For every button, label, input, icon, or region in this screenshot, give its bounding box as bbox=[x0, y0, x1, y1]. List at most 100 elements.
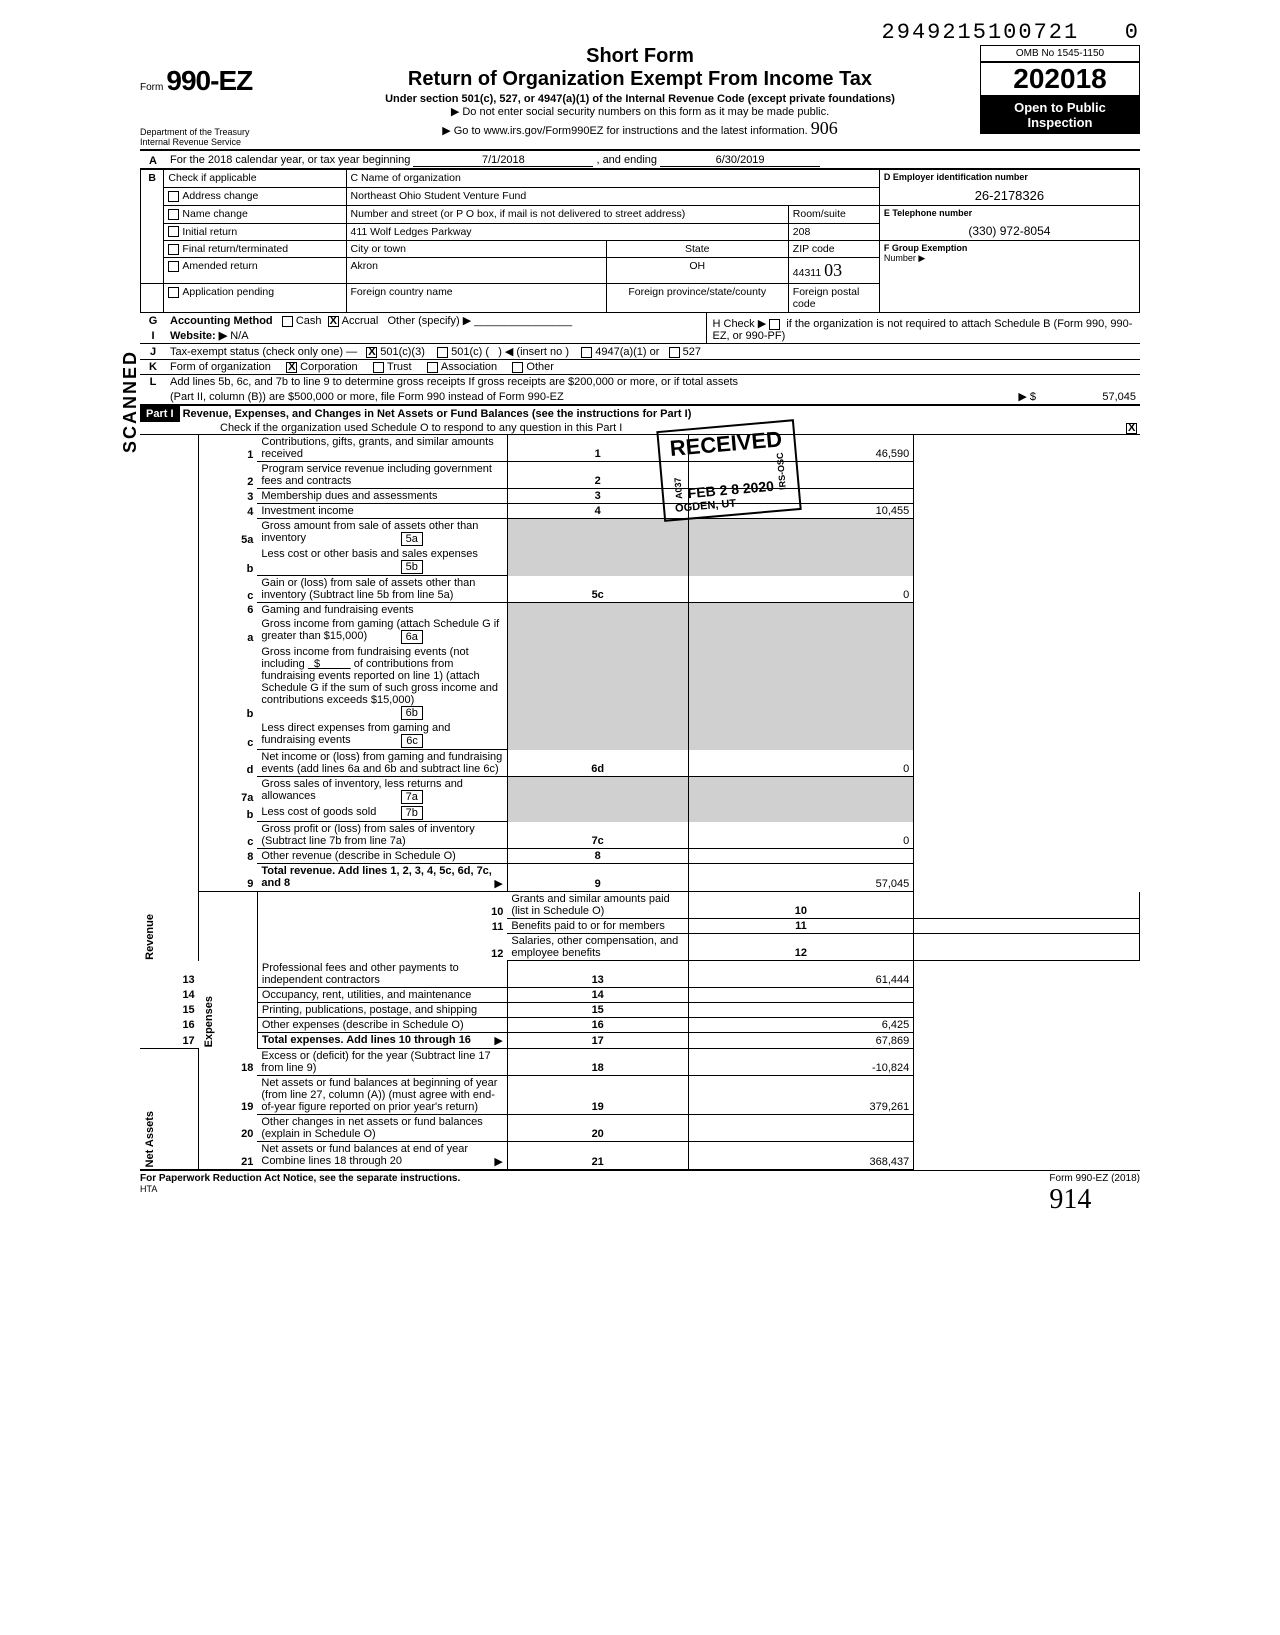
G-cash-cb[interactable] bbox=[282, 316, 293, 327]
K-other: Other bbox=[526, 361, 554, 373]
J-label: Tax-exempt status (check only one) — bbox=[170, 346, 357, 358]
line7b-box: 7b bbox=[401, 806, 423, 820]
C-name: Northeast Ohio Student Venture Fund bbox=[346, 188, 879, 206]
L-value: 57,045 bbox=[1040, 389, 1140, 405]
J-4947-cb[interactable] bbox=[581, 347, 592, 358]
B-item-5-label: Application pending bbox=[182, 286, 274, 298]
C-room: 208 bbox=[788, 223, 879, 241]
E-label: E Telephone number bbox=[884, 208, 1135, 218]
label-B: B bbox=[141, 169, 164, 284]
line-L: L Add lines 5b, 6c, and 7b to line 9 to … bbox=[140, 375, 1140, 406]
hand-906: 906 bbox=[811, 118, 838, 138]
line17-amt: 67,869 bbox=[688, 1032, 914, 1048]
partI-title: Revenue, Expenses, and Changes in Net As… bbox=[183, 408, 692, 420]
B-item-5[interactable]: Application pending bbox=[164, 284, 346, 313]
line16-text: Other expenses (describe in Schedule O) bbox=[257, 1017, 507, 1032]
line3-amt bbox=[688, 489, 914, 504]
line2-text: Program service revenue including govern… bbox=[257, 462, 507, 489]
C-street-label: Number and street (or P O box, if mail i… bbox=[346, 206, 788, 224]
B-item-1[interactable]: Name change bbox=[164, 206, 346, 224]
K-label: Form of organization bbox=[170, 361, 271, 373]
B-item-2[interactable]: Initial return bbox=[164, 223, 346, 241]
line6b: Gross income from fundraising events (no… bbox=[257, 645, 507, 721]
line6b-box: 6b bbox=[401, 706, 423, 720]
line18-amt: -10,824 bbox=[688, 1048, 914, 1075]
J-501c-cb[interactable] bbox=[437, 347, 448, 358]
open-public: Open to Public Inspection bbox=[980, 96, 1140, 134]
line11-amt bbox=[914, 919, 1140, 934]
line-K: K Form of organization Corporation Trust… bbox=[140, 360, 1140, 375]
line13-amt: 61,444 bbox=[688, 961, 914, 988]
title-main: Return of Organization Exempt From Incom… bbox=[300, 68, 980, 91]
line7b-text: Less cost of goods sold bbox=[261, 806, 376, 818]
partI-header: Part I Revenue, Expenses, and Changes in… bbox=[140, 406, 1140, 435]
C-name-label: C Name of organization bbox=[346, 169, 879, 188]
B-item-0-label: Address change bbox=[182, 190, 258, 202]
line7a: Gross sales of inventory, less returns a… bbox=[257, 777, 507, 806]
lineA-label: For the 2018 calendar year, or tax year … bbox=[170, 154, 410, 166]
K-other-cb[interactable] bbox=[512, 362, 523, 373]
L-text1: Add lines 5b, 6c, and 7b to line 9 to de… bbox=[166, 375, 1000, 389]
line6c: Less direct expenses from gaming and fun… bbox=[257, 721, 507, 750]
B-item-1-label: Name change bbox=[182, 208, 247, 220]
line3-text: Membership dues and assessments bbox=[257, 489, 507, 504]
I-label: Website: ▶ bbox=[170, 330, 227, 342]
label-J: J bbox=[140, 344, 166, 360]
line14-amt bbox=[688, 987, 914, 1002]
dept2: Internal Revenue Service bbox=[140, 137, 292, 147]
line6a-box: 6a bbox=[401, 630, 423, 644]
line17: Total expenses. Add lines 10 through 16▶ bbox=[257, 1032, 507, 1048]
year-prefix: 20 bbox=[1013, 63, 1044, 94]
B-item-3-label: Final return/terminated bbox=[182, 243, 288, 255]
C-zip: 44311 03 bbox=[788, 258, 879, 284]
G-content: Accounting Method Cash Accrual Other (sp… bbox=[166, 313, 706, 328]
G-other: Other (specify) bbox=[388, 315, 460, 327]
L-arrow: ▶ $ bbox=[1000, 389, 1040, 405]
K-assoc-cb[interactable] bbox=[427, 362, 438, 373]
subtitle3: ▶ Go to www.irs.gov/Form990EZ for instru… bbox=[300, 118, 980, 139]
subtitle3-text: Go to www.irs.gov/Form990EZ for instruct… bbox=[454, 125, 808, 137]
footer: For Paperwork Reduction Act Notice, see … bbox=[140, 1170, 1140, 1216]
H-cb[interactable] bbox=[769, 319, 780, 330]
C-room-label: Room/suite bbox=[788, 206, 879, 224]
line8-amt bbox=[688, 849, 914, 864]
K-corp-cb[interactable] bbox=[286, 362, 297, 373]
partI-body: RECEIVED A037 FEB 2 8 2020 IRS-OSC OGDEN… bbox=[140, 435, 1140, 1170]
I-value: N/A bbox=[230, 330, 248, 342]
footer-hand: 914 bbox=[1049, 1184, 1091, 1215]
year-box: 202018 bbox=[980, 62, 1140, 96]
J-501c3-cb[interactable] bbox=[366, 347, 377, 358]
side-revenue: Revenue bbox=[144, 914, 156, 960]
K-trust-cb[interactable] bbox=[373, 362, 384, 373]
line15-amt bbox=[688, 1002, 914, 1017]
J-content: Tax-exempt status (check only one) — 501… bbox=[166, 344, 1140, 360]
B-item-0[interactable]: Address change bbox=[164, 188, 346, 206]
line6a-text: Gross income from gaming (attach Schedul… bbox=[261, 618, 499, 642]
line5a-box: 5a bbox=[401, 532, 423, 546]
G-accrual-cb[interactable] bbox=[328, 316, 339, 327]
K-corp: Corporation bbox=[300, 361, 357, 373]
J-4947: 4947(a)(1) or bbox=[595, 346, 659, 358]
J-501c3: 501(c)(3) bbox=[380, 346, 425, 358]
C-foreign-prov: Foreign province/state/county bbox=[606, 284, 788, 313]
line18-text: Excess or (deficit) for the year (Subtra… bbox=[257, 1048, 507, 1075]
B-item-3[interactable]: Final return/terminated bbox=[164, 241, 346, 258]
side-netassets: Net Assets bbox=[144, 1111, 156, 1167]
partI-check[interactable] bbox=[1126, 423, 1137, 434]
line7c-amt: 0 bbox=[688, 822, 914, 849]
lineA-end: 6/30/2019 bbox=[660, 154, 820, 167]
lineA-mid: , and ending bbox=[596, 154, 657, 166]
L-text2: (Part II, column (B)) are $500,000 or mo… bbox=[166, 389, 1000, 405]
I-content: Website: ▶ N/A bbox=[166, 328, 706, 344]
title-box: Short Form Return of Organization Exempt… bbox=[300, 45, 980, 139]
C-city: Akron bbox=[346, 258, 606, 284]
F-label: F Group Exemption bbox=[884, 243, 1135, 253]
form-page: SCANNED 2949215100721 0 Form 990-EZ Depa… bbox=[140, 20, 1140, 1216]
line5b: Less cost or other basis and sales expen… bbox=[257, 547, 507, 576]
header: Form 990-EZ Department of the Treasury I… bbox=[140, 45, 1140, 147]
open-public-2: Inspection bbox=[984, 115, 1136, 130]
C-zip-val: 44311 bbox=[793, 267, 821, 279]
omb: OMB No 1545-1150 bbox=[980, 45, 1140, 62]
J-527-cb[interactable] bbox=[669, 347, 680, 358]
B-item-4[interactable]: Amended return bbox=[164, 258, 346, 284]
